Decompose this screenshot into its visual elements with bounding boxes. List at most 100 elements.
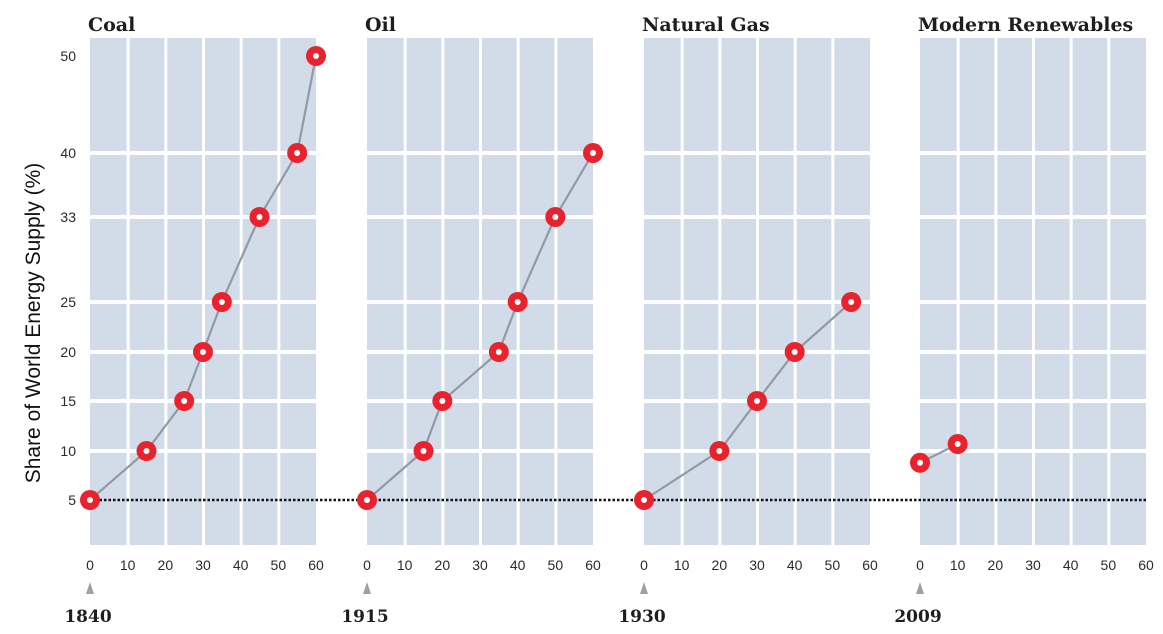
panel-title: Modern Renewables — [918, 14, 1133, 36]
start-year-arrow-icon — [916, 582, 924, 594]
x-tick-label: 60 — [308, 557, 324, 573]
x-tick-label: 10 — [950, 557, 966, 573]
start-year-label: 2009 — [894, 607, 941, 627]
panel-coal: Coal 0 10 20 30 40 50 60 1840 — [64, 14, 324, 627]
panel-title: Oil — [365, 14, 396, 36]
panel-natural-gas: Natural Gas 0 10 20 30 40 50 60 1930 — [618, 14, 878, 627]
start-year-arrow-icon — [640, 582, 648, 594]
x-tick-label: 40 — [1063, 557, 1079, 573]
x-tick-label: 10 — [674, 557, 690, 573]
data-point-coal — [80, 490, 100, 510]
x-tick-label: 60 — [585, 557, 601, 573]
data-point-coal — [136, 441, 157, 461]
x-tick-label: 0 — [916, 557, 924, 573]
panel-modern-renewables: Modern Renewables 0 10 20 30 40 50 60 2009 — [894, 14, 1154, 627]
data-point-natural-gas — [841, 292, 862, 312]
panel-title: Natural Gas — [642, 14, 770, 36]
x-tick-label: 0 — [363, 557, 371, 573]
data-point-center — [143, 448, 150, 454]
data-point-oil — [488, 342, 509, 362]
data-point-center — [754, 398, 760, 404]
x-tick-label: 30 — [749, 557, 765, 573]
x-tick-label: 60 — [862, 557, 878, 573]
data-point-coal — [249, 207, 270, 227]
data-point-center — [181, 398, 188, 404]
data-point-oil — [432, 391, 453, 411]
x-tick-label: 0 — [640, 557, 648, 573]
data-point-coal — [211, 292, 232, 312]
data-point-center — [641, 497, 647, 503]
data-point-center — [791, 349, 798, 355]
x-tick-label: 0 — [86, 557, 94, 573]
x-tick-label: 20 — [988, 557, 1004, 573]
x-tick-label: 20 — [712, 557, 728, 573]
y-axis-label: Share of World Energy Supply (%) — [22, 163, 45, 484]
data-point-coal — [193, 342, 213, 362]
data-point-center — [848, 299, 855, 305]
data-point-center — [294, 150, 301, 156]
data-point-oil — [545, 207, 566, 227]
x-tick-label: 50 — [548, 557, 564, 573]
data-point-coal — [287, 143, 308, 163]
data-point-natural-gas — [784, 342, 805, 362]
data-point-center — [552, 214, 559, 220]
x-tick-label: 50 — [271, 557, 287, 573]
data-point-center — [313, 53, 319, 59]
data-point-modern-renewables — [947, 434, 968, 454]
data-point-oil — [357, 490, 377, 510]
start-year-arrow-icon — [86, 582, 94, 594]
x-tick-label: 20 — [435, 557, 451, 573]
series-line-coal — [89, 55, 318, 501]
data-point-natural-gas — [747, 391, 767, 411]
data-point-center — [514, 299, 521, 305]
marks-layer — [80, 46, 968, 510]
start-year-arrow-icon — [363, 582, 371, 594]
data-point-center — [954, 441, 961, 447]
y-tick-label: 40 — [60, 145, 76, 161]
x-tick-label: 30 — [472, 557, 488, 573]
data-point-coal — [306, 46, 326, 66]
data-point-center — [218, 299, 225, 305]
x-tick-label: 10 — [120, 557, 136, 573]
data-point-coal — [174, 391, 195, 411]
y-tick-label: 5 — [68, 492, 76, 508]
data-point-natural-gas — [709, 441, 730, 461]
data-point-center — [256, 214, 263, 220]
data-point-center — [716, 448, 723, 454]
y-tick-label: 20 — [60, 344, 76, 360]
data-point-center — [364, 497, 370, 503]
x-tick-label: 30 — [195, 557, 211, 573]
data-point-natural-gas — [634, 490, 654, 510]
start-year-label: 1930 — [618, 607, 665, 627]
x-tick-label: 60 — [1138, 557, 1154, 573]
data-point-center — [200, 349, 206, 355]
data-point-modern-renewables — [910, 452, 930, 473]
data-point-center — [420, 448, 427, 454]
x-tick-label: 50 — [1101, 557, 1117, 573]
start-year-label: 1915 — [341, 607, 388, 627]
y-tick-label: 15 — [60, 393, 76, 409]
start-year-label: 1840 — [64, 607, 111, 627]
x-tick-label: 50 — [825, 557, 841, 573]
data-point-center — [590, 150, 596, 156]
data-point-center — [439, 398, 446, 404]
x-tick-label: 10 — [397, 557, 413, 573]
x-tick-label: 20 — [158, 557, 174, 573]
x-tick-label: 40 — [233, 557, 249, 573]
data-point-center — [87, 497, 93, 503]
data-point-oil — [413, 441, 434, 461]
y-tick-label: 10 — [60, 443, 76, 459]
panel-oil: Oil 0 10 20 30 40 50 60 1915 — [341, 14, 601, 627]
panel-title: Coal — [88, 14, 135, 36]
x-tick-label: 30 — [1025, 557, 1041, 573]
data-point-oil — [583, 143, 603, 163]
y-tick-label: 33 — [60, 209, 76, 225]
y-tick-label: 50 — [60, 48, 76, 64]
data-point-center — [495, 349, 502, 355]
data-point-center — [917, 459, 923, 466]
x-tick-label: 40 — [787, 557, 803, 573]
y-tick-label: 25 — [60, 294, 76, 310]
data-point-oil — [507, 292, 528, 312]
